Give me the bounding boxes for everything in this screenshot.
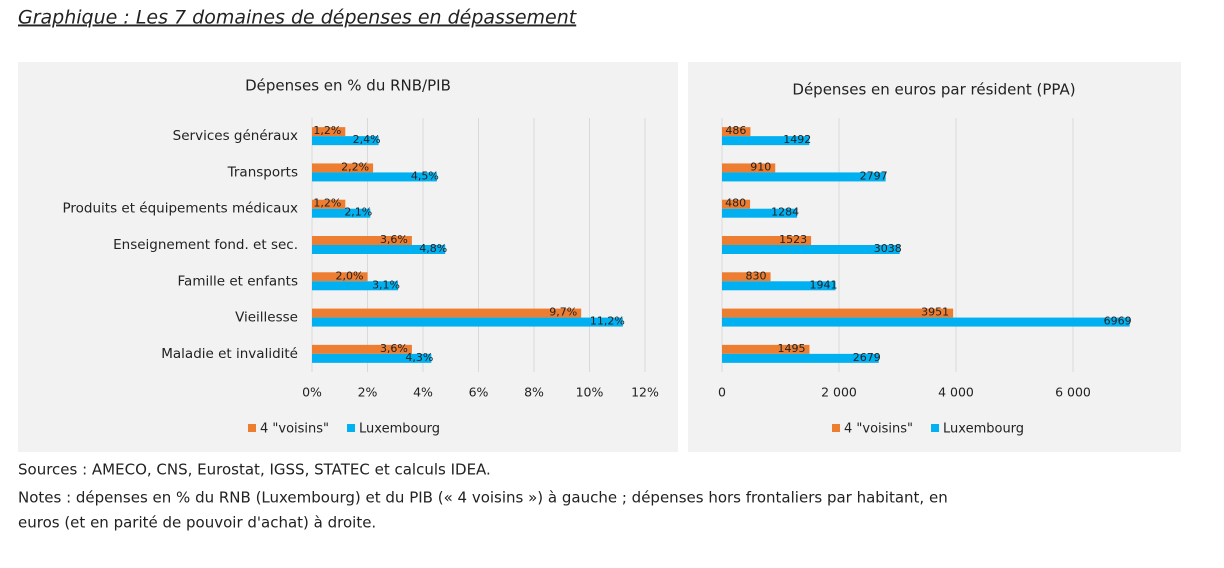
bar — [722, 317, 1130, 327]
bar — [312, 317, 623, 327]
bar — [722, 281, 836, 291]
x-tick-label: 0% — [302, 385, 322, 400]
value-label: 1,2% — [313, 124, 341, 137]
bar — [312, 344, 412, 354]
value-label: 2,1% — [344, 206, 372, 219]
bar — [312, 308, 582, 318]
bar — [312, 127, 346, 137]
legend-label: Luxembourg — [359, 422, 440, 437]
legend-label: Luxembourg — [943, 422, 1024, 437]
value-label: 4,3% — [405, 351, 433, 364]
value-label: 4,5% — [411, 169, 439, 182]
x-tick-label: 12% — [631, 385, 659, 400]
bar — [722, 127, 751, 137]
bar — [312, 163, 374, 173]
value-label: 3,6% — [380, 233, 408, 246]
bar — [722, 136, 810, 146]
bar — [722, 163, 776, 173]
value-label: 2,0% — [336, 269, 364, 282]
bar — [312, 208, 371, 218]
bar — [722, 344, 810, 354]
x-tick-label: 2% — [358, 385, 378, 400]
notes-line: Notes : dépenses en % du RNB (Luxembourg… — [18, 489, 948, 507]
value-label: 3951 — [921, 306, 949, 319]
value-label: 2,2% — [341, 160, 369, 173]
x-tick-label: 6% — [469, 385, 489, 400]
bar — [722, 353, 879, 363]
value-label: 1941 — [810, 278, 838, 291]
bar — [722, 308, 954, 318]
legend-swatch — [832, 424, 840, 432]
legend-swatch — [931, 424, 940, 432]
x-tick-label: 2 000 — [821, 385, 857, 400]
x-tick-label: 4 000 — [938, 385, 974, 400]
bar — [312, 136, 379, 146]
y-tick-label: Services généraux — [173, 128, 298, 144]
value-label: 480 — [725, 197, 746, 210]
chart-title: Dépenses en % du RNB/PIB — [245, 77, 451, 95]
value-label: 2,4% — [353, 133, 381, 146]
notes-line: euros (et en parité de pouvoir d'achat) … — [18, 514, 376, 532]
x-tick-label: 10% — [576, 385, 604, 400]
value-label: 4,8% — [419, 242, 447, 255]
y-tick-label: Famille et enfants — [178, 273, 298, 289]
value-label: 3,1% — [372, 278, 400, 291]
chart-title: Dépenses en euros par résident (PPA) — [792, 81, 1075, 99]
bar — [312, 245, 446, 254]
value-label: 6969 — [1104, 315, 1132, 328]
bar — [312, 199, 346, 209]
y-tick-label: Enseignement fond. et sec. — [113, 237, 298, 253]
legend-label: 4 "voisins" — [260, 422, 329, 437]
legend-swatch — [248, 424, 256, 432]
x-tick-label: 6 000 — [1055, 385, 1091, 400]
bar — [312, 272, 368, 282]
sources: Sources : AMECO, CNS, Eurostat, IGSS, ST… — [18, 461, 491, 479]
left-panel — [18, 62, 678, 452]
bar — [722, 272, 771, 282]
x-tick-label: 0 — [718, 385, 726, 400]
legend-label: 4 "voisins" — [844, 422, 913, 437]
bar — [312, 353, 432, 363]
value-label: 11,2% — [590, 315, 625, 328]
value-label: 830 — [746, 269, 767, 282]
value-label: 1495 — [777, 342, 805, 355]
x-tick-label: 4% — [413, 385, 433, 400]
value-label: 1,2% — [313, 197, 341, 210]
value-label: 1523 — [779, 233, 807, 246]
bar — [722, 199, 751, 209]
y-tick-label: Produits et équipements médicaux — [62, 201, 298, 217]
bar — [312, 281, 399, 291]
x-tick-label: 8% — [524, 385, 544, 400]
legend-swatch — [347, 424, 356, 432]
value-label: 2797 — [860, 169, 888, 182]
bar — [722, 208, 798, 218]
value-label: 3038 — [874, 242, 902, 255]
y-tick-label: Vieillesse — [235, 310, 298, 326]
value-label: 1492 — [783, 133, 811, 146]
value-label: 486 — [725, 124, 746, 137]
bar — [722, 245, 900, 254]
bar — [722, 236, 812, 245]
value-label: 9,7% — [549, 306, 577, 319]
value-label: 2679 — [853, 351, 881, 364]
page-title: Graphique : Les 7 domaines de dépenses e… — [18, 7, 578, 29]
value-label: 1284 — [771, 206, 799, 219]
value-label: 910 — [750, 160, 771, 173]
right-panel — [688, 62, 1181, 452]
bar — [312, 236, 412, 245]
bar — [722, 172, 886, 182]
bar — [312, 172, 437, 182]
y-tick-label: Maladie et invalidité — [161, 346, 298, 362]
y-tick-label: Transports — [227, 164, 298, 180]
value-label: 3,6% — [380, 342, 408, 355]
